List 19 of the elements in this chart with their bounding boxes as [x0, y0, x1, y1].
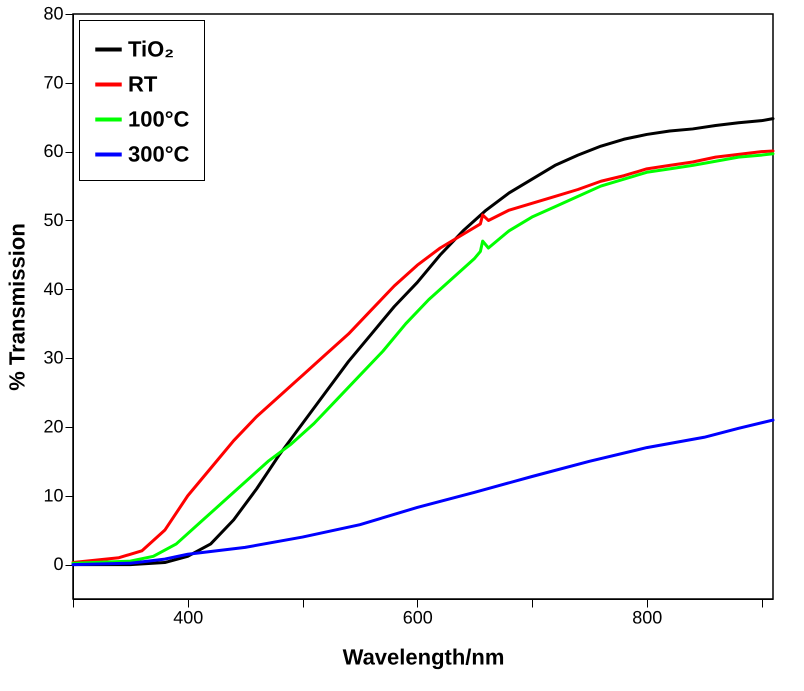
legend-label: 300°C — [128, 142, 190, 166]
y-tick-label: 0 — [53, 554, 64, 574]
legend-label: 100°C — [128, 106, 190, 132]
x-tick-label: 800 — [632, 608, 662, 628]
y-tick-label: 80 — [43, 4, 64, 24]
y-tick-label: 70 — [43, 72, 64, 92]
y-tick-label: 30 — [43, 348, 64, 368]
y-tick-label: 60 — [43, 141, 64, 162]
x-tick-label: 400 — [173, 608, 204, 628]
y-axis-title: % Transmission — [4, 223, 30, 391]
y-tick-label: 50 — [43, 210, 64, 230]
x-tick-label: 600 — [402, 608, 433, 628]
x-axis-title: Wavelength/nm — [342, 644, 504, 670]
y-tick-label: 20 — [43, 416, 64, 436]
y-tick-label: 10 — [43, 485, 64, 506]
legend-label: TiO₂ — [128, 36, 174, 62]
y-tick-label: 40 — [43, 278, 64, 299]
line-series — [72, 418, 774, 566]
legend-label: RT — [128, 72, 158, 96]
